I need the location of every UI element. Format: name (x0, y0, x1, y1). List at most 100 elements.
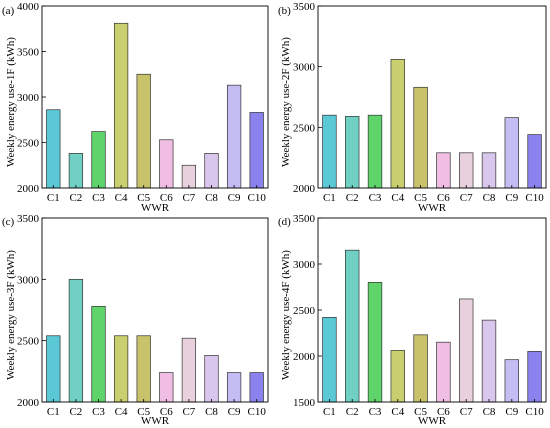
panel-b-xtick-label: C7 (460, 192, 473, 204)
panel-a-tag: (a) (2, 5, 15, 17)
panel-a-xtick-label: C3 (92, 192, 105, 204)
panel-d: (d) Weekly energy use-4F (kWh) WWR C1 C2 C… (278, 213, 547, 427)
panel-c-xtick-label: C9 (228, 406, 241, 418)
panel-d-frame (317, 217, 547, 403)
panel-d-bar-c4 (390, 350, 405, 403)
panel-b-bar-c2 (345, 116, 360, 189)
panel-d-xlabel: WWR (418, 415, 447, 427)
panel-a-xtick-label: C5 (137, 192, 150, 204)
panel-d-bar-c1 (322, 317, 337, 403)
panel-b-ytick-label: 3500 (293, 1, 316, 13)
panel-c-bar-c10 (249, 372, 264, 403)
panel-c-xtick-label: C8 (205, 406, 218, 418)
panel-d-xtick-label: C7 (460, 406, 473, 418)
panel-b-ytick-label: 3000 (293, 62, 316, 74)
panel-a-bar-c9 (226, 84, 242, 189)
panel-b-xtick-label: C2 (346, 192, 359, 204)
panel-a-bar-c7 (181, 164, 197, 189)
panel-c-bar-c2 (68, 278, 84, 403)
panel-c-xtick-label: C10 (248, 406, 267, 418)
panel-a-ytick-label: 4000 (17, 1, 40, 13)
panel-d-ytick-label: 3500 (293, 213, 316, 225)
panel-c: (c) Weekly energy use-3F (kWh) WWR C1 C2 C… (2, 213, 269, 427)
panel-a-bar-c10 (249, 112, 264, 189)
panel-b-tag: (b) (278, 5, 291, 17)
panel-a-xlabel: WWR (141, 202, 170, 214)
panel-d-xtick-label: C1 (323, 406, 336, 418)
panel-a-ytick-label: 3000 (17, 92, 40, 104)
panel-d-xtick-label: C6 (437, 406, 450, 418)
panel-c-frame (41, 217, 269, 403)
panel-b-xtick-label: C1 (323, 192, 336, 204)
panel-c-xtick-label: C1 (47, 406, 60, 418)
panel-b-bar-c1 (322, 114, 337, 189)
panel-a-bar-c5 (136, 73, 151, 189)
panel-a-ytick-label: 3500 (17, 47, 40, 59)
panel-a-bar-c3 (91, 131, 106, 189)
panel-d-xtick-label: C3 (369, 406, 382, 418)
panel-a-ytick-label: 2500 (17, 138, 40, 150)
panel-c-bar-c9 (226, 372, 242, 403)
panel-c-ylabel: Weekly energy use-3F (kWh) (5, 250, 17, 380)
panel-b-ytick-label: 2500 (293, 122, 316, 134)
panel-b-xtick-label: C5 (414, 192, 427, 204)
panel-c-bar-c5 (136, 335, 151, 403)
panel-a: (a) Weekly energy use-1F (kWh) WWR C1 C2 C… (2, 1, 269, 214)
panel-c-ytick-label: 3000 (17, 274, 40, 286)
panel-d-bar-c5 (413, 334, 428, 403)
panel-a-xtick-label: C10 (248, 192, 267, 204)
panel-d-ytick-label: 2500 (293, 305, 316, 317)
panel-a-bar-c4 (113, 22, 129, 189)
panel-d-bar-c2 (345, 249, 360, 403)
panel-b: (b) Weekly energy use-2F (kWh) WWR C1 C2 C… (278, 1, 547, 214)
panel-b-bar-c3 (367, 114, 383, 189)
panel-a-bar-c2 (68, 153, 84, 189)
panel-c-bar-c8 (204, 355, 219, 403)
panel-d-xtick-label: C10 (525, 406, 544, 418)
panel-c-ytick-label: 2000 (17, 397, 40, 409)
panel-d-bar-c3 (367, 282, 383, 403)
panel-c-xtick-label: C5 (137, 406, 150, 418)
panel-b-frame (317, 5, 547, 189)
panel-d-tag: (d) (278, 216, 291, 228)
panel-a-xtick-label: C9 (228, 192, 241, 204)
panel-c-bar-c1 (46, 335, 61, 403)
panel-d-xtick-label: C8 (483, 406, 496, 418)
panel-b-xtick-label: C10 (525, 192, 544, 204)
panel-a-xtick-label: C1 (47, 192, 60, 204)
panel-a-ytick-label: 2000 (17, 183, 40, 195)
panel-d-xtick-label: C5 (414, 406, 427, 418)
panel-c-xtick-label: C6 (160, 406, 173, 418)
panel-a-xtick-label: C8 (205, 192, 218, 204)
panel-b-bar-c8 (481, 152, 497, 189)
panel-b-xtick-label: C6 (437, 192, 450, 204)
panel-a-xtick-label: C7 (182, 192, 195, 204)
panel-b-bar-c10 (527, 134, 542, 189)
panel-d-bar-c6 (436, 341, 451, 403)
panel-d-bar-c10 (527, 351, 542, 403)
panel-c-ytick-label: 2500 (17, 336, 40, 348)
panel-c-bar-c3 (91, 305, 106, 403)
panel-c-bar-c6 (159, 372, 174, 403)
panel-a-bar-c8 (204, 153, 219, 189)
panel-c-xlabel: WWR (141, 415, 170, 427)
panel-c-tag: (c) (2, 216, 15, 228)
panel-a-xtick-label: C2 (69, 192, 82, 204)
panel-d-bar-c8 (481, 319, 497, 403)
panel-a-ylabel: Weekly energy use-1F (kWh) (5, 37, 17, 167)
panel-c-xtick-label: C4 (115, 406, 128, 418)
panel-c-xtick-label: C2 (69, 406, 82, 418)
panel-d-bar-c9 (504, 359, 519, 403)
panel-a-bar-c1 (46, 109, 61, 189)
panel-b-ytick-label: 2000 (293, 183, 316, 195)
panel-d-xtick-label: C2 (346, 406, 359, 418)
panel-d-ytick-label: 3000 (293, 259, 316, 271)
panel-b-bar-c6 (436, 152, 451, 189)
panel-b-bar-c4 (390, 59, 405, 189)
panel-d-bar-c7 (459, 298, 474, 403)
panel-b-xtick-label: C3 (369, 192, 382, 204)
panel-d-ytick-label: 1500 (293, 397, 316, 409)
panel-a-xtick-label: C4 (115, 192, 128, 204)
panel-a-xtick-label: C6 (160, 192, 173, 204)
